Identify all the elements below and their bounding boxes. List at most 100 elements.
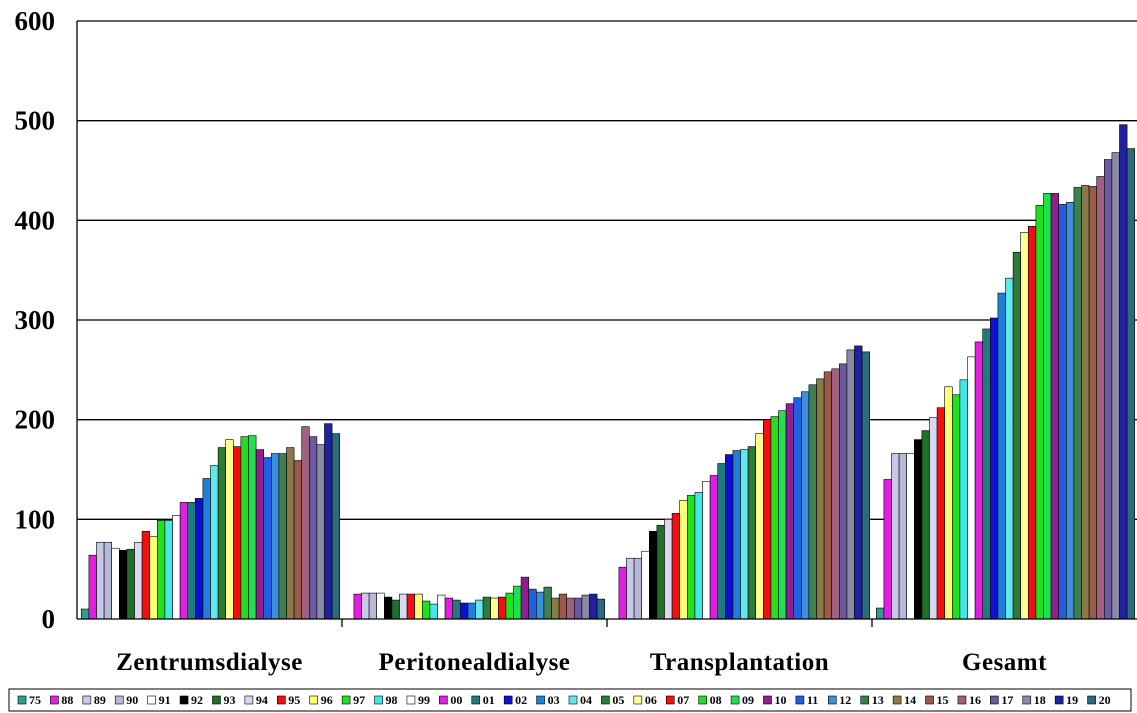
bar bbox=[951, 394, 961, 620]
legend-swatch bbox=[957, 695, 967, 705]
bar bbox=[831, 368, 840, 620]
bar bbox=[324, 423, 333, 620]
legend-swatch bbox=[50, 695, 59, 705]
bar bbox=[1050, 193, 1059, 620]
legend-label: 98 bbox=[386, 693, 398, 707]
bar bbox=[406, 593, 416, 620]
legend-label: 90 bbox=[126, 693, 138, 707]
bar bbox=[141, 530, 151, 620]
bar bbox=[740, 449, 749, 620]
bar bbox=[437, 594, 446, 620]
legend-swatch bbox=[212, 695, 221, 705]
bar bbox=[1012, 251, 1021, 620]
bar bbox=[543, 586, 552, 620]
bar bbox=[633, 557, 642, 620]
bar bbox=[316, 444, 325, 620]
bar bbox=[566, 597, 575, 620]
legend-swatch bbox=[1022, 695, 1032, 705]
bar bbox=[81, 608, 90, 620]
bar bbox=[126, 548, 135, 620]
legend-swatch bbox=[179, 695, 189, 705]
legend-label: 19 bbox=[1066, 693, 1078, 707]
bar bbox=[376, 592, 385, 620]
legend-swatch bbox=[406, 695, 416, 705]
legend-swatch bbox=[795, 695, 805, 705]
bar bbox=[581, 594, 590, 620]
bar bbox=[785, 403, 794, 620]
bar bbox=[210, 465, 219, 620]
bar bbox=[361, 592, 370, 620]
bar bbox=[414, 593, 423, 620]
legend-swatch bbox=[114, 695, 124, 705]
legend-label: 10 bbox=[774, 693, 786, 707]
legend-swatch bbox=[990, 695, 999, 705]
bar bbox=[626, 557, 635, 620]
bar bbox=[959, 379, 968, 620]
legend-label: 06 bbox=[645, 693, 657, 707]
bar bbox=[1005, 277, 1014, 620]
bar bbox=[225, 439, 234, 620]
bar bbox=[770, 416, 779, 620]
category-label: Peritonealdialyse bbox=[379, 649, 571, 676]
legend-label: 13 bbox=[872, 693, 884, 707]
bar bbox=[103, 541, 112, 620]
bar bbox=[648, 530, 658, 620]
bar bbox=[1035, 205, 1044, 620]
bar bbox=[195, 498, 204, 620]
bar bbox=[96, 541, 105, 620]
bar bbox=[353, 593, 362, 620]
bar bbox=[391, 599, 400, 620]
bar bbox=[490, 597, 499, 620]
bar bbox=[301, 426, 310, 620]
bar bbox=[368, 592, 378, 620]
legend-label: 14 bbox=[904, 693, 916, 707]
legend-label: 92 bbox=[191, 693, 203, 707]
bar bbox=[88, 554, 97, 620]
bar bbox=[240, 436, 249, 620]
legend-label: 95 bbox=[288, 693, 300, 707]
bar bbox=[444, 597, 454, 620]
legend-swatch bbox=[1054, 695, 1064, 705]
bar bbox=[1043, 193, 1052, 620]
y-tick-label: 400 bbox=[15, 205, 56, 235]
bar bbox=[513, 585, 522, 620]
bar bbox=[1020, 231, 1029, 620]
bar bbox=[838, 363, 848, 620]
bar bbox=[800, 391, 810, 620]
bar bbox=[854, 345, 863, 620]
legend-swatch bbox=[276, 695, 286, 705]
bar bbox=[421, 600, 431, 620]
bar bbox=[709, 475, 718, 620]
bars bbox=[81, 124, 1135, 620]
bar bbox=[179, 502, 189, 620]
axes bbox=[76, 21, 1137, 627]
bar bbox=[248, 435, 257, 620]
bar bbox=[967, 356, 976, 620]
bar bbox=[573, 597, 583, 620]
bar bbox=[944, 386, 953, 620]
legend-swatch bbox=[925, 695, 934, 705]
bar bbox=[558, 593, 567, 620]
legend-swatch bbox=[568, 695, 578, 705]
legend-label: 99 bbox=[418, 693, 430, 707]
bar bbox=[111, 547, 120, 620]
legend-label: 18 bbox=[1034, 693, 1046, 707]
legend-label: 88 bbox=[61, 693, 73, 707]
bar bbox=[861, 351, 870, 620]
bar bbox=[467, 602, 476, 620]
bar bbox=[762, 419, 772, 620]
bar bbox=[134, 541, 143, 620]
bar bbox=[383, 596, 393, 620]
legend-label: 91 bbox=[159, 693, 171, 707]
legend-swatch bbox=[309, 695, 319, 705]
bar bbox=[255, 449, 265, 620]
legend-label: 04 bbox=[580, 693, 592, 707]
bar bbox=[846, 349, 855, 620]
legend-label: 16 bbox=[969, 693, 981, 707]
bar bbox=[482, 596, 492, 620]
bar bbox=[875, 607, 885, 620]
bar bbox=[1096, 176, 1105, 620]
legend-swatch bbox=[82, 695, 92, 705]
legend-label: 20 bbox=[1099, 693, 1111, 707]
y-tick-label: 200 bbox=[15, 405, 56, 435]
